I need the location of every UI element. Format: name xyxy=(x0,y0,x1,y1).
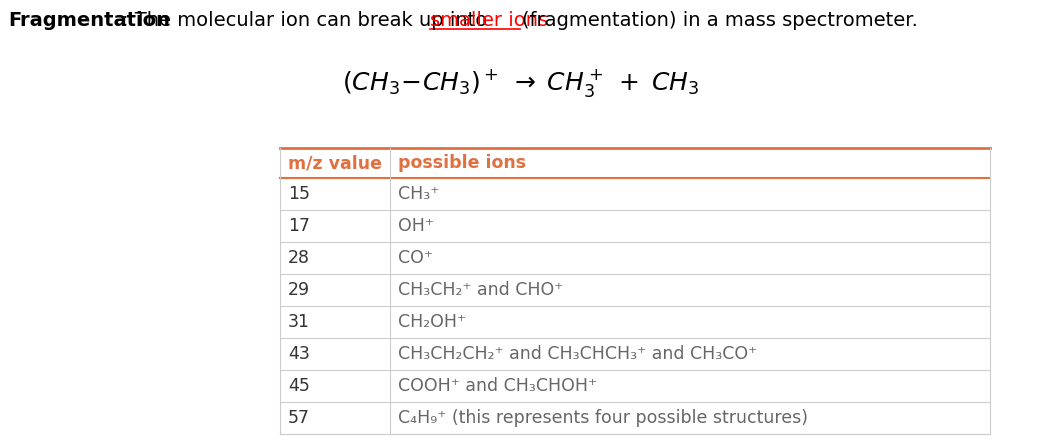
Text: (fragmentation) in a mass spectrometer.: (fragmentation) in a mass spectrometer. xyxy=(522,11,918,30)
Text: CO⁺: CO⁺ xyxy=(398,249,433,267)
Text: Fragmentation: Fragmentation xyxy=(8,11,170,30)
Text: CH₃⁺: CH₃⁺ xyxy=(398,185,439,203)
Text: C₄H₉⁺ (this represents four possible structures): C₄H₉⁺ (this represents four possible str… xyxy=(398,409,808,427)
Text: CH₃CH₂CH₂⁺ and CH₃CHCH₃⁺ and CH₃CO⁺: CH₃CH₂CH₂⁺ and CH₃CHCH₃⁺ and CH₃CO⁺ xyxy=(398,345,757,363)
Text: CH₃CH₂⁺ and CHO⁺: CH₃CH₂⁺ and CHO⁺ xyxy=(398,281,563,299)
Text: 28: 28 xyxy=(288,249,310,267)
Text: 17: 17 xyxy=(288,217,310,235)
Text: 43: 43 xyxy=(288,345,310,363)
Text: m/z value: m/z value xyxy=(288,154,382,172)
Text: CH₂OH⁺: CH₂OH⁺ xyxy=(398,313,466,331)
Text: 45: 45 xyxy=(288,377,310,395)
Text: 31: 31 xyxy=(288,313,310,331)
Text: OH⁺: OH⁺ xyxy=(398,217,434,235)
Text: smaller ions: smaller ions xyxy=(430,11,549,30)
Text: : The molecular ion can break up into: : The molecular ion can break up into xyxy=(122,11,493,30)
Text: COOH⁺ and CH₃CHOH⁺: COOH⁺ and CH₃CHOH⁺ xyxy=(398,377,598,395)
Text: 15: 15 xyxy=(288,185,310,203)
Text: 57: 57 xyxy=(288,409,310,427)
Text: possible ions: possible ions xyxy=(398,154,526,172)
Text: 29: 29 xyxy=(288,281,310,299)
Text: $(CH_3\!-\!CH_3)^+\;\rightarrow\;CH_3^+\;+\;CH_3$: $(CH_3\!-\!CH_3)^+\;\rightarrow\;CH_3^+\… xyxy=(342,67,700,99)
